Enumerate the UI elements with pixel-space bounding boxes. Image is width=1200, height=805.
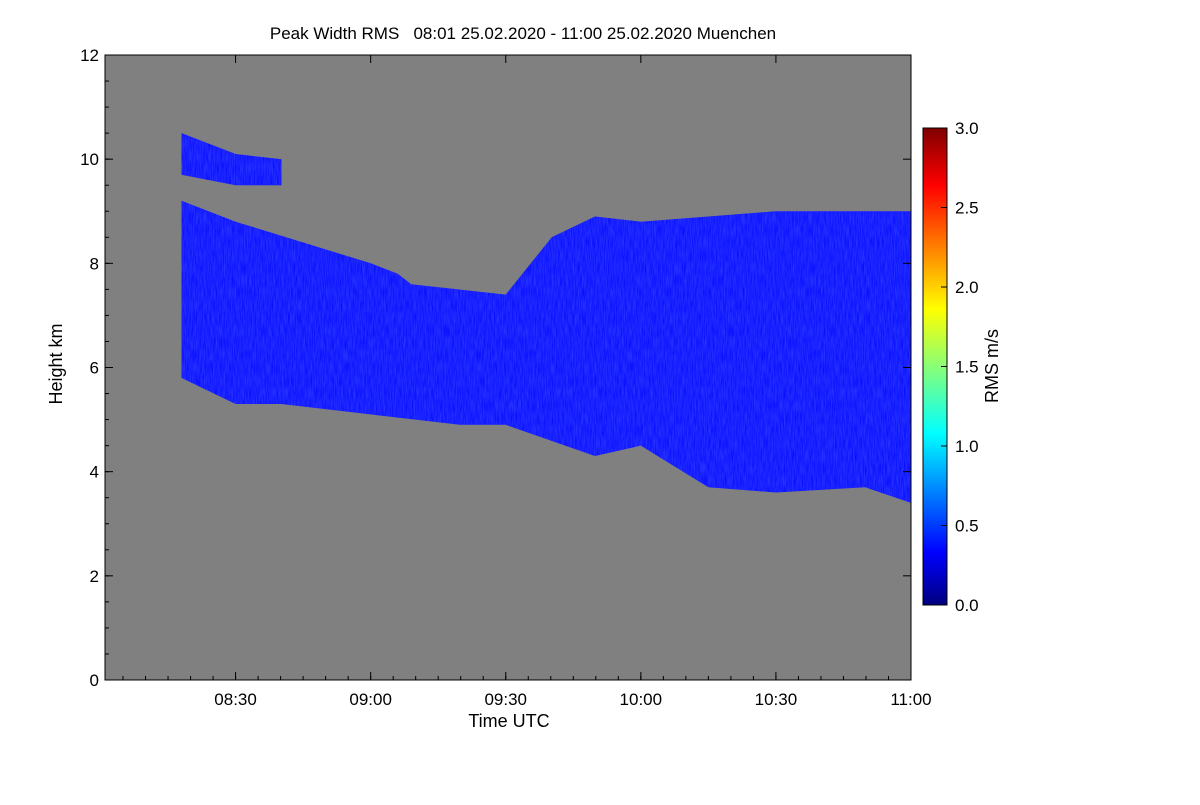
y-tick-label: 2 [90,567,99,586]
y-tick-label: 12 [80,46,99,65]
y-tick-label: 10 [80,150,99,169]
colorbar-tick-label: 0.0 [955,596,979,615]
y-tick-label: 6 [90,359,99,378]
cloud-layer-texture [181,133,282,186]
cloud-layer-texture [181,200,911,503]
y-tick-label: 8 [90,254,99,273]
y-axis: 0 2 4 6 8 10 12 [80,46,911,690]
x-tick-label: 08:30 [214,690,257,709]
chart-title: Peak Width RMS 08:01 25.02.2020 - 11:00 … [270,24,776,43]
x-axis-label: Time UTC [468,711,549,731]
x-tick-label: 09:30 [484,690,527,709]
colorbar-tick-label: 1.0 [955,437,979,456]
x-tick-label: 11:00 [890,690,931,709]
y-axis-label: Height km [46,323,66,404]
x-tick-label: 10:00 [620,690,663,709]
colorbar-tick-label: 0.5 [955,517,979,536]
colorbar-tick-label: 2.5 [955,199,979,218]
x-axis: 08:30 09:00 09:30 10:00 10:30 11:00 [122,55,932,709]
colorbar-tick-label: 2.0 [955,278,979,297]
y-tick-label: 0 [90,671,99,690]
x-tick-label: 10:30 [755,690,798,709]
y-tick-label: 4 [90,463,99,482]
cloud-layers [181,133,911,503]
colorbar-tick-label: 3.0 [955,119,979,138]
colorbar-label: RMS m/s [982,329,1002,403]
x-tick-label: 09:00 [349,690,392,709]
colorbar-tick-label: 1.5 [955,358,979,377]
colorbar-ticks: 0.0 0.5 1.0 1.5 2.0 2.5 3.0 [941,119,979,615]
